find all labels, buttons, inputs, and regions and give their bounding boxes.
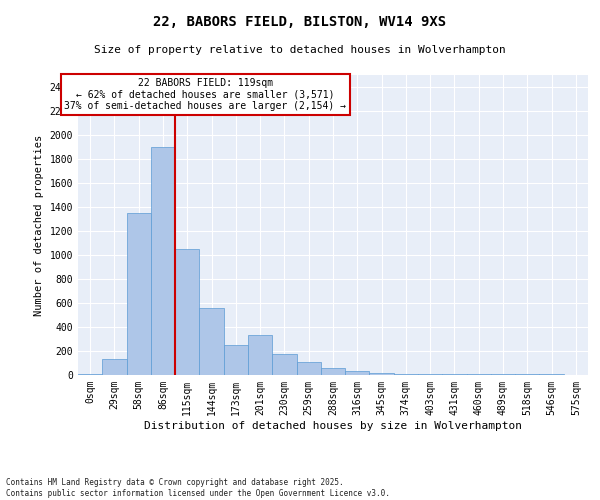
Bar: [442, 374, 467, 375]
Text: Contains HM Land Registry data © Crown copyright and database right 2025.
Contai: Contains HM Land Registry data © Crown c…: [6, 478, 390, 498]
Bar: [199, 308, 224, 375]
Bar: [345, 372, 370, 375]
Bar: [248, 336, 272, 375]
Bar: [467, 374, 491, 375]
Bar: [394, 374, 418, 375]
Bar: [491, 374, 515, 375]
Bar: [224, 345, 248, 375]
Bar: [515, 374, 539, 375]
Bar: [296, 362, 321, 375]
Bar: [321, 368, 345, 375]
Text: 22 BABORS FIELD: 119sqm
← 62% of detached houses are smaller (3,571)
37% of semi: 22 BABORS FIELD: 119sqm ← 62% of detache…: [65, 78, 347, 111]
Bar: [370, 372, 394, 375]
Bar: [127, 213, 151, 375]
Bar: [78, 374, 102, 375]
X-axis label: Distribution of detached houses by size in Wolverhampton: Distribution of detached houses by size …: [144, 420, 522, 430]
Y-axis label: Number of detached properties: Number of detached properties: [34, 134, 44, 316]
Bar: [151, 147, 175, 375]
Bar: [272, 354, 296, 375]
Bar: [539, 374, 564, 375]
Text: 22, BABORS FIELD, BILSTON, WV14 9XS: 22, BABORS FIELD, BILSTON, WV14 9XS: [154, 15, 446, 29]
Bar: [102, 360, 127, 375]
Bar: [175, 249, 199, 375]
Text: Size of property relative to detached houses in Wolverhampton: Size of property relative to detached ho…: [94, 45, 506, 55]
Bar: [418, 374, 442, 375]
